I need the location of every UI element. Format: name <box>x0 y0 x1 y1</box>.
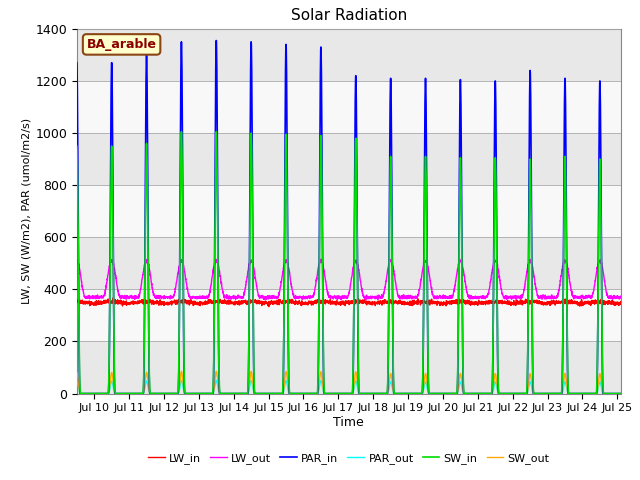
SW_in <box>78 391 86 396</box>
PAR_out <box>177 378 185 384</box>
PAR_in <box>457 120 465 126</box>
Title: Solar Radiation: Solar Radiation <box>291 9 407 24</box>
LW_in <box>109 295 117 300</box>
LW_in <box>583 300 591 306</box>
Legend: LW_in, LW_out, PAR_in, PAR_out, SW_in, SW_out: LW_in, LW_out, PAR_in, PAR_out, SW_in, S… <box>143 448 554 468</box>
SW_out <box>583 391 591 396</box>
LW_out <box>73 257 81 263</box>
SW_out <box>78 391 86 396</box>
PAR_out <box>457 380 465 386</box>
PAR_in <box>78 391 86 396</box>
LW_out <box>422 259 430 264</box>
LW_out <box>362 297 369 302</box>
PAR_out <box>77 391 84 396</box>
LW_out <box>317 256 325 262</box>
PAR_in <box>422 142 430 148</box>
Bar <box>77 341 621 394</box>
PAR_in <box>212 37 220 43</box>
Line: SW_in: SW_in <box>77 132 621 394</box>
SW_in <box>193 391 200 396</box>
LW_in <box>193 301 200 307</box>
SW_out <box>214 376 221 382</box>
Bar <box>77 133 621 185</box>
PAR_out <box>617 391 625 396</box>
X-axis label: Time: Time <box>333 416 364 429</box>
SW_in <box>214 214 221 219</box>
PAR_in <box>214 172 221 178</box>
Text: BA_arable: BA_arable <box>86 38 157 51</box>
LW_in <box>617 301 625 307</box>
PAR_out <box>583 391 591 396</box>
SW_out <box>177 369 185 374</box>
SW_in <box>457 182 465 188</box>
Bar <box>77 289 621 341</box>
LW_in <box>265 304 273 310</box>
PAR_out <box>214 382 221 388</box>
Bar <box>77 237 621 289</box>
PAR_out <box>422 381 430 387</box>
LW_in <box>78 300 86 305</box>
LW_in <box>422 299 430 304</box>
Line: LW_in: LW_in <box>77 298 621 307</box>
SW_in <box>617 391 625 396</box>
SW_in <box>583 391 591 396</box>
Bar <box>77 29 621 81</box>
LW_out <box>213 258 221 264</box>
PAR_in <box>583 391 591 396</box>
LW_out <box>193 294 200 300</box>
PAR_out <box>73 378 81 384</box>
PAR_in <box>617 391 625 396</box>
SW_out <box>193 391 200 396</box>
SW_in <box>77 391 84 396</box>
Y-axis label: LW, SW (W/m2), PAR (umol/m2/s): LW, SW (W/m2), PAR (umol/m2/s) <box>21 118 31 304</box>
SW_in <box>422 196 430 202</box>
LW_out <box>78 279 86 285</box>
Line: LW_out: LW_out <box>77 259 621 300</box>
PAR_in <box>73 60 81 66</box>
LW_in <box>214 299 221 304</box>
PAR_out <box>193 391 200 396</box>
PAR_in <box>76 391 84 396</box>
SW_out <box>77 391 84 396</box>
Line: SW_out: SW_out <box>77 372 621 394</box>
LW_in <box>73 299 81 304</box>
PAR_in <box>193 391 200 396</box>
Line: PAR_in: PAR_in <box>77 40 621 394</box>
Bar <box>77 185 621 237</box>
SW_out <box>73 370 81 375</box>
PAR_out <box>78 391 86 396</box>
Bar <box>77 81 621 133</box>
LW_in <box>457 300 465 306</box>
SW_out <box>617 391 625 396</box>
SW_out <box>457 373 465 379</box>
SW_in <box>73 143 81 149</box>
LW_out <box>617 294 625 300</box>
LW_out <box>583 293 591 299</box>
Line: PAR_out: PAR_out <box>77 381 621 394</box>
LW_out <box>457 259 465 264</box>
SW_in <box>177 129 185 134</box>
SW_out <box>422 374 430 380</box>
